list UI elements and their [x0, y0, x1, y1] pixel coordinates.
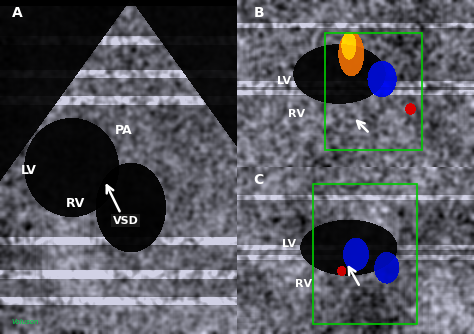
Text: RV: RV [288, 109, 305, 119]
Text: LV: LV [20, 164, 36, 177]
Text: B: B [254, 6, 264, 20]
Text: VSD: VSD [113, 216, 138, 226]
Text: A: A [12, 6, 23, 20]
Text: LV: LV [282, 239, 296, 249]
Text: C: C [254, 173, 264, 187]
Text: PA: PA [114, 124, 132, 137]
Bar [313, 184, 417, 324]
Text: LV: LV [277, 75, 292, 86]
Text: RV: RV [66, 197, 85, 210]
Text: RV: RV [295, 279, 312, 289]
Bar [325, 33, 422, 150]
Text: Voluson: Voluson [12, 319, 39, 325]
